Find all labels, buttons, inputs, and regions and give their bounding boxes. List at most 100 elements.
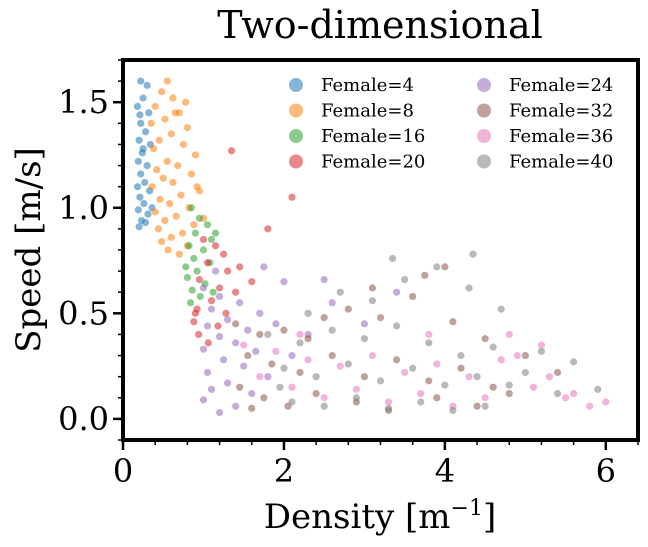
scatter-point [481,335,489,343]
scatter-point [215,284,224,292]
scatter-point [244,326,252,334]
scatter-point [248,404,256,412]
scatter-point [392,322,401,330]
scatter-point [505,381,513,389]
scatter-point [537,341,546,349]
scatter-point [481,394,489,402]
scatter-point [553,389,562,398]
scatter-point [260,263,268,271]
scatter-point [140,199,148,208]
scatter-point [256,309,264,317]
scatter-point [521,351,529,360]
legend-marker [289,103,303,118]
scatter-point [195,214,204,222]
scatter-point [505,330,513,339]
scatter-point [203,322,212,330]
scatter-point [272,347,280,355]
scatter-point [153,166,161,174]
scatter-point [169,178,177,187]
scatter-point [137,77,145,85]
points-layer [133,77,610,417]
scatter-point [352,394,360,402]
scatter-point [135,223,143,231]
scatter-point [336,288,344,296]
scatter-point [521,368,529,377]
scatter-point [211,242,220,250]
legend-marker [289,154,303,169]
scatter-point [187,170,195,178]
scatter-point [141,128,150,136]
scatter-point [360,373,369,381]
scatter-point [158,237,166,246]
legend-label: Female=40 [509,152,613,173]
scatter-point [164,246,172,254]
x-axis-label: Density [m−1] [264,496,497,537]
scatter-point [199,246,208,254]
scatter-point [320,394,328,402]
legend-label: Female=24 [509,75,613,96]
scatter-point [193,267,201,275]
scatter-point [304,309,312,317]
scatter-point [360,335,369,343]
scatter-point [175,250,183,258]
scatter-point [135,136,143,144]
scatter-point [586,402,594,410]
y-tick-label: 1.5 [58,83,109,121]
scatter-point [156,195,164,203]
scatter-point [465,284,473,292]
scatter-point [143,161,151,170]
scatter-point [570,358,578,366]
scatter-point [244,351,252,360]
scatter-point [215,408,224,417]
scatter-point [224,379,232,387]
scatter-point [320,275,328,284]
scatter-point [182,98,190,106]
scatter-point [320,313,328,322]
scatter-point [169,94,177,102]
scatter-point [209,288,217,296]
scatter-point [529,383,537,391]
ticks-layer: 0 2 4 6 0.0 0.5 1.0 1.5 [58,59,639,490]
scatter-point [473,373,481,381]
scatter-point [296,368,304,377]
scatter-point [199,396,208,404]
scatter-point [288,351,296,360]
scatter-point [139,145,147,153]
scatter-point [214,322,222,330]
legend-marker [477,129,491,143]
scatter-point [137,170,145,178]
scatter-point [179,140,187,149]
scatter-point [141,178,149,187]
scatter-point [148,183,156,191]
scatter-point [228,147,236,155]
scatter-point [133,102,142,111]
scatter-point [409,292,417,301]
scatter-point [174,161,182,170]
scatter-point [187,204,195,212]
scatter-point [183,123,191,132]
scatter-point [256,373,264,381]
scatter-point [433,394,441,402]
scatter-point [207,385,216,393]
scatter-point [489,383,497,391]
legend-item: Female=8 [289,101,414,122]
x-axis-label-superscript: −1 [451,496,483,521]
scatter-point [134,206,142,214]
scatter-point [240,362,248,370]
scatter-point [167,233,175,241]
scatter-point [376,313,385,322]
scatter-point [236,383,244,391]
scatter-point [143,81,151,89]
scatter-point [296,330,304,339]
legend-item: Female=40 [477,152,613,173]
scatter-point [425,377,433,385]
x-tick-label: 6 [596,452,616,490]
scatter-point [199,345,208,353]
series-female-4 [133,77,156,231]
scatter-point [425,330,433,339]
legend-item: Female=20 [289,152,425,173]
legend-marker [477,78,491,92]
scatter-point [172,212,180,220]
legend-marker [289,78,303,92]
